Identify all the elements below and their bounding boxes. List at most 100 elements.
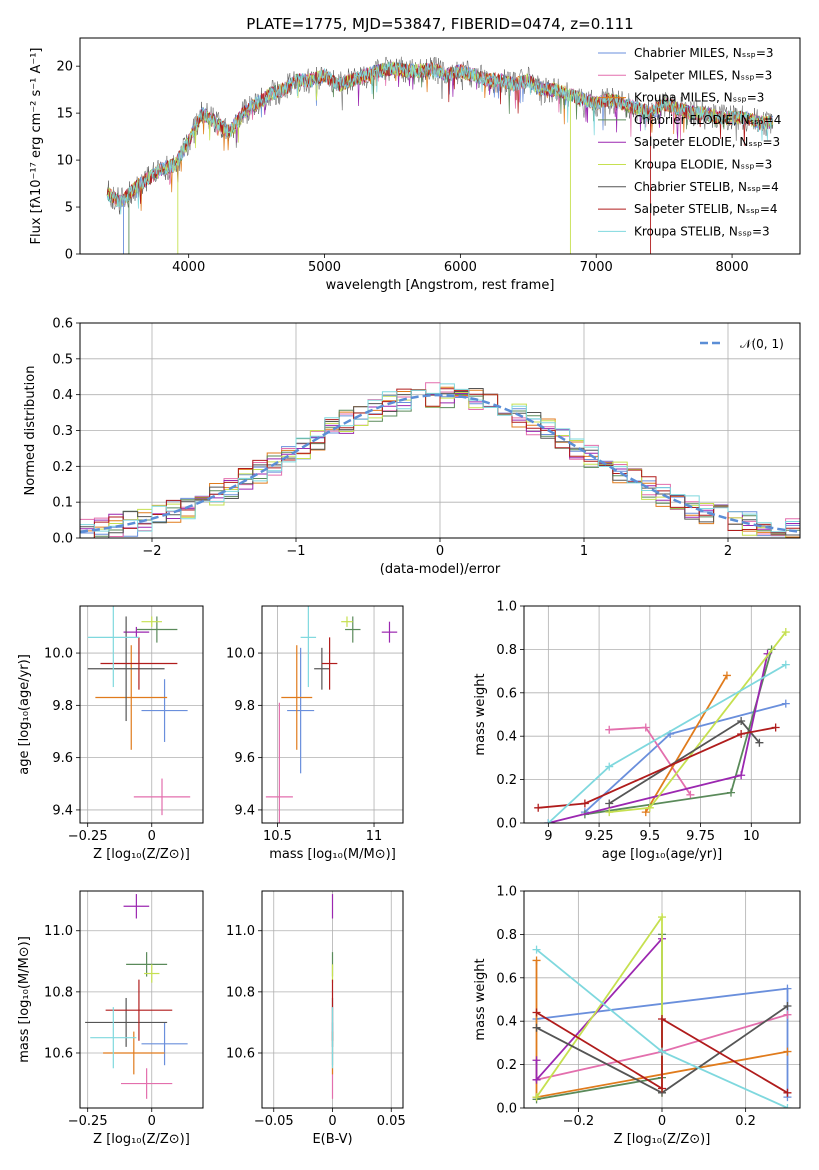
axes-frame [261, 605, 404, 824]
weight-marker [532, 945, 541, 954]
weight-marker [783, 1104, 792, 1108]
errorbar-point [314, 647, 330, 690]
y-tick-label: 11.0 [226, 924, 255, 939]
x-tick-label: 10.5 [263, 829, 292, 844]
x-tick-label: 0 [328, 1114, 336, 1129]
y-tick-label: 9.8 [234, 699, 255, 714]
normal-pdf-curve [80, 393, 800, 533]
chart-title: PLATE=1775, MJD=53847, FIBERID=0474, z=0… [246, 15, 633, 33]
x-tick-label: 11 [366, 829, 383, 844]
y-tick-label: 10.0 [226, 647, 255, 662]
y-tick-label: 9.4 [234, 803, 255, 818]
weight-series-8 [547, 663, 787, 823]
y-tick-label: 0.8 [496, 928, 517, 943]
spectrum-series-8 [106, 61, 774, 215]
x-tick-label: 2 [724, 544, 732, 559]
weight-marker [781, 660, 790, 669]
errorbar-point [105, 979, 173, 1041]
y-tick-label: 0.4 [496, 1015, 517, 1030]
y-tick-label: 1.0 [496, 885, 517, 900]
y-tick-label: 0.2 [52, 460, 73, 475]
mass-vs-extinction-panel: −0.05 0 0.05 10.6 10.8 11.0 E(B-V) [226, 890, 406, 1147]
y-tick-label: 10.0 [44, 647, 73, 662]
weight-marker [645, 803, 654, 812]
spectrum-lines [106, 56, 774, 254]
weight-marker [605, 762, 614, 771]
age-vs-metallicity-panel: −0.25 0 9.4 9.6 9.8 10.0 Z [log₁₀(Z/Z⊙)] age [l… [17, 605, 204, 862]
x-tick-label: −1 [286, 544, 305, 559]
errorbar-point [321, 637, 338, 690]
y-tick-label: 0.3 [52, 424, 73, 439]
errorbar-point [345, 616, 361, 643]
weight-marker [534, 803, 543, 812]
errorbar-point [287, 647, 315, 774]
x-tick-label: −0.25 [68, 829, 108, 844]
weight-marker [532, 956, 541, 965]
histogram-series-8 [80, 383, 800, 537]
y-tick-label: 9.6 [52, 751, 73, 766]
x-axis-label: Z [log₁₀(Z/Z⊙)] [93, 847, 190, 862]
legend-entry: Chabrier ELODIE, Nₛₛₚ=4 [634, 113, 781, 127]
residuals-panel: −2 −1 0 1 2 0.0 0.1 0.2 0.3 0.4 0.5 0.6 (data-model)… [23, 317, 801, 577]
y-tick-label: 0.2 [496, 773, 517, 788]
weight-marker [737, 717, 746, 726]
errorbar-point [90, 1007, 137, 1069]
x-axis-label: Z [log₁₀(Z/Z⊙)] [614, 1132, 711, 1147]
legend: Chabrier MILES, Nₛₛₚ=3 Salpeter MILES, Nₛ… [598, 46, 781, 238]
weight-marker [605, 808, 614, 817]
errorbar-point [341, 616, 353, 627]
x-tick-label: 0 [148, 1114, 156, 1129]
y-axis-label: mass weight [473, 958, 488, 1040]
errorbar-point [121, 1068, 173, 1099]
weight-marker [783, 1010, 792, 1019]
errorbar-point [281, 645, 313, 750]
axes-frame [523, 890, 801, 1109]
x-axis-label: (data-model)/error [380, 562, 501, 577]
legend-entry: Chabrier MILES, Nₛₛₚ=3 [634, 46, 774, 60]
weight-vs-age-panel: 9 9.25 9.5 9.75 10 0.0 0.2 0.4 0.6 0.8 1.0 age [log… [473, 600, 801, 862]
errorbar-point [126, 952, 168, 977]
errorbar-point [381, 621, 398, 643]
y-axis-label: age [log₁₀(age/yr)] [17, 654, 32, 775]
y-tick-label: 9.6 [234, 751, 255, 766]
errorbar-point [300, 606, 317, 688]
errorbar-point [144, 964, 160, 983]
x-tick-label: 5000 [308, 260, 341, 275]
weight-marker [755, 738, 764, 747]
weight-marker [737, 730, 746, 739]
x-tick-label: 9.5 [639, 829, 660, 844]
weight-lines [532, 913, 792, 1108]
weight-marker [658, 1047, 666, 1056]
weight-vs-metallicity-panel: −0.2 0 0.2 0.0 0.2 0.4 0.6 0.8 1.0 Z [log₁₀(Z/Z⊙)… [473, 885, 801, 1147]
weight-marker [686, 790, 695, 799]
x-axis-label: Z [log₁₀(Z/Z⊙)] [93, 1132, 190, 1147]
x-tick-label: 7000 [580, 260, 613, 275]
errorbars [87, 606, 191, 816]
x-tick-label: −2 [142, 544, 161, 559]
legend-entry: Salpeter ELODIE, Nₛₛₚ=3 [634, 135, 780, 149]
axes-frame [523, 605, 801, 824]
weight-series-7 [538, 726, 776, 809]
weight-series-5 [535, 914, 663, 1098]
weight-marker [771, 723, 780, 732]
y-tick-label: 0.2 [496, 1058, 517, 1073]
y-axis-label: Normed distribution [23, 366, 38, 496]
y-tick-label: 0.6 [496, 971, 517, 986]
axes-frame [79, 37, 801, 255]
x-tick-label: −0.05 [254, 1114, 294, 1129]
y-tick-label: 10 [56, 154, 73, 169]
weight-marker [532, 1093, 541, 1102]
x-tick-label: 8000 [716, 260, 749, 275]
y-axis-label: mass weight [473, 673, 488, 755]
legend-entry: Kroupa STELIB, Nₛₛₚ=3 [634, 224, 770, 238]
weight-marker [605, 725, 614, 734]
errorbar-point [123, 626, 150, 638]
y-tick-label: 5 [65, 201, 73, 216]
x-axis-label: mass [log₁₀(M/M⊙)] [269, 847, 396, 862]
errorbar-point [136, 616, 178, 643]
y-tick-label: 10.8 [44, 985, 73, 1000]
legend-entry: Kroupa ELODIE, Nₛₛₚ=3 [634, 158, 772, 172]
errorbar-point [123, 894, 150, 919]
x-tick-label: 0 [148, 829, 156, 844]
